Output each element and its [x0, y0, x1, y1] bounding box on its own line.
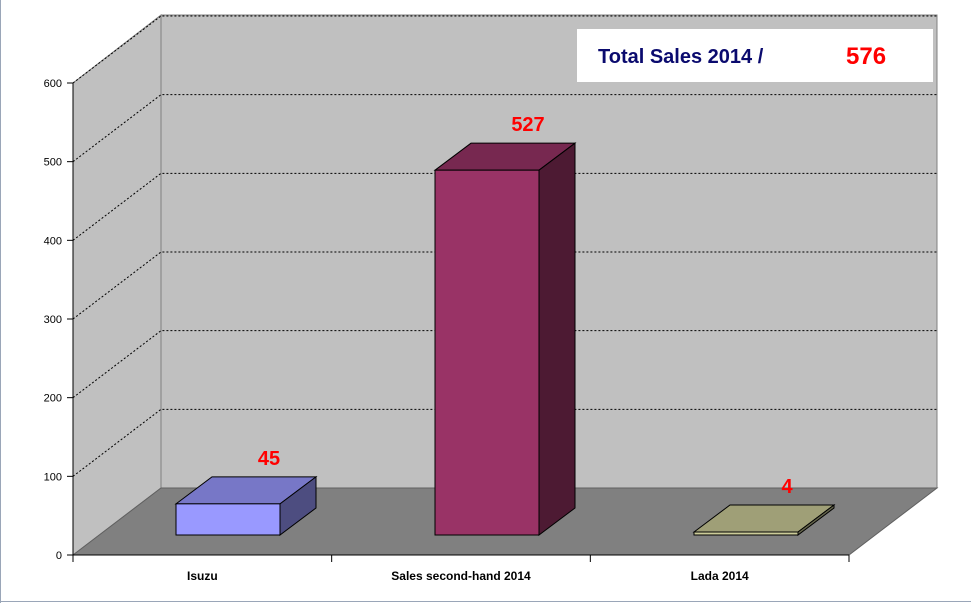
gridline: [72, 251, 937, 320]
x-category-label: Sales second-hand 2014: [391, 569, 531, 583]
side-wall: [72, 13, 162, 557]
y-tick-label: 300: [44, 314, 62, 326]
gridlines: [72, 15, 937, 477]
data-label: 527: [511, 114, 544, 136]
x-axis-ticks: Isuzu Sales second-hand 2014 Lada 2014: [72, 555, 850, 583]
gridline: [72, 330, 937, 399]
total-sales-background: [577, 29, 933, 82]
y-tick-label: 500: [44, 157, 62, 169]
y-tick-label: 0: [56, 550, 62, 562]
total-sales-box: Total Sales 2014 / 576: [577, 29, 933, 82]
bar: [692, 504, 836, 536]
bar-front: [175, 503, 281, 536]
bar-side: [538, 142, 576, 536]
y-tick-label: 100: [44, 471, 62, 483]
total-sales-value: 576: [846, 43, 886, 70]
bar: [433, 142, 577, 536]
x-category-label: Lada 2014: [691, 569, 749, 583]
total-sales-label: Total Sales 2014 /: [598, 46, 764, 68]
data-label: 45: [258, 448, 280, 470]
y-tick-label: 400: [44, 235, 62, 247]
y-tick-label: 600: [44, 78, 62, 90]
gridline: [72, 94, 937, 163]
gridline: [72, 408, 937, 477]
bar-front: [693, 531, 799, 536]
bars: [174, 142, 836, 536]
x-category-label: Isuzu: [187, 569, 218, 583]
bar-front: [434, 169, 540, 536]
data-label: 4: [781, 476, 793, 498]
gridline: [72, 15, 937, 84]
bar: [174, 475, 318, 536]
y-axis-ticks: 0 100 200 300 400 500 600: [44, 78, 73, 562]
data-labels: 45 527 4: [258, 114, 794, 498]
y-tick-label: 200: [44, 393, 62, 405]
gridline: [72, 172, 937, 241]
